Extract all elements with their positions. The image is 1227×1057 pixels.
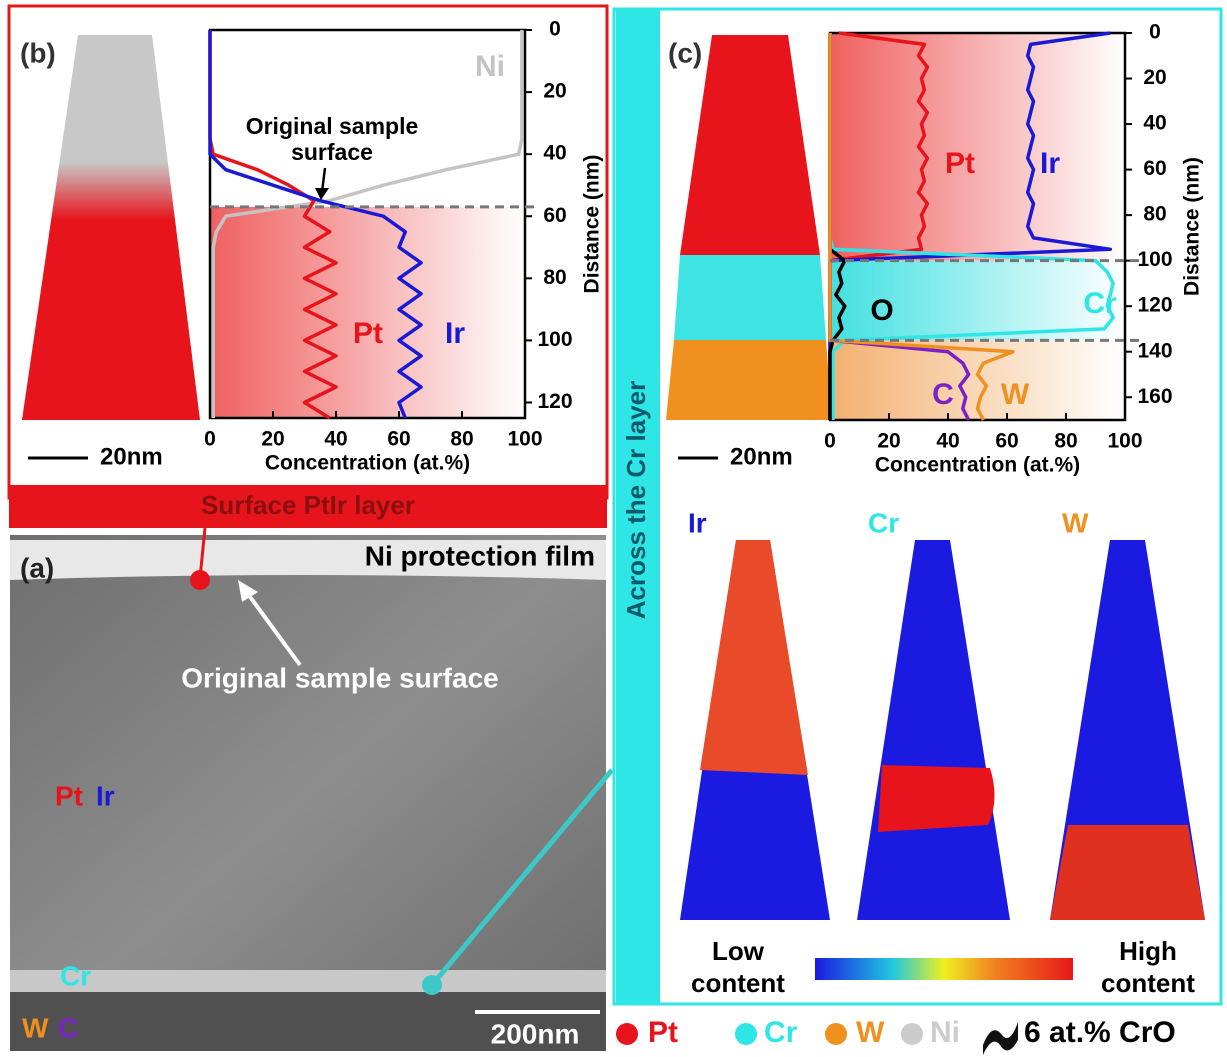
- x-tick-label: 80: [1054, 430, 1077, 453]
- x-tick-label: 0: [204, 428, 216, 451]
- y-axis-title: Distance (nm): [581, 155, 604, 294]
- series-label: Cr: [1083, 287, 1117, 320]
- colorbar-high: High: [1119, 936, 1177, 966]
- series-label: O: [870, 294, 893, 327]
- w-label: W: [22, 1012, 49, 1043]
- x-tick-label: 40: [936, 430, 959, 453]
- x-tick-label: 40: [324, 428, 347, 451]
- tip-c-wc: [666, 340, 832, 420]
- pt-label: Pt: [55, 780, 83, 811]
- cr-band: [10, 970, 606, 992]
- series-label: Pt: [945, 147, 975, 180]
- y-tick-label: 60: [543, 204, 566, 227]
- surface-label: Original sample surface: [181, 662, 498, 693]
- series-label: Ni: [475, 50, 505, 83]
- figure: Surface PtIr layer (b) 20nm (a) Ni prote…: [0, 0, 1227, 1057]
- annotation: surface: [291, 139, 373, 165]
- pointer-dot: [190, 570, 210, 590]
- legend-label: Pt: [648, 1016, 678, 1049]
- scale-label: 200nm: [491, 1018, 580, 1049]
- panel-label: (a): [20, 552, 54, 583]
- x-tick-label: 20: [877, 430, 900, 453]
- legend-label: Ni: [930, 1016, 960, 1049]
- panel-label: (b): [20, 37, 56, 68]
- map-label: Cr: [868, 507, 899, 538]
- y-tick-label: 80: [1143, 203, 1166, 226]
- legend-marker: [616, 1023, 638, 1045]
- y-tick-label: 100: [537, 328, 572, 351]
- colorbar-low: content: [691, 968, 785, 998]
- map-ir-high: [700, 540, 808, 775]
- y-tick-label: 0: [549, 18, 561, 41]
- x-tick-label: 100: [507, 428, 542, 451]
- series-label: Ir: [445, 317, 465, 350]
- y-tick-label: 100: [1137, 248, 1172, 271]
- colorbar-low: Low: [712, 936, 765, 966]
- x-tick-label: 60: [995, 430, 1018, 453]
- x-tick-label: 100: [1107, 430, 1142, 453]
- ir-label: Ir: [96, 780, 115, 811]
- map-cr-high: [878, 765, 995, 832]
- y-tick-label: 120: [537, 390, 572, 413]
- legend-iso: 6 at.% CrO: [1024, 1016, 1176, 1049]
- map-w-high: [1050, 825, 1205, 920]
- x-axis-title: Concentration (at.%): [875, 454, 1080, 477]
- y-tick-label: 20: [543, 80, 566, 103]
- y-tick-label: 80: [543, 266, 566, 289]
- x-tick-label: 20: [261, 428, 284, 451]
- series-label: Pt: [353, 317, 383, 350]
- layer-shading: [830, 33, 1125, 261]
- map-label: Ir: [688, 507, 707, 538]
- map-label: W: [1062, 507, 1089, 538]
- annotation: Original sample: [246, 113, 419, 139]
- x-tick-label: 80: [450, 428, 473, 451]
- series-label: Ir: [1040, 147, 1060, 180]
- banner-c-text: Across the Cr layer: [621, 381, 651, 619]
- tip-c-cr: [674, 255, 826, 340]
- colorbar-high: content: [1101, 968, 1195, 998]
- y-tick-label: 40: [1143, 112, 1166, 135]
- film-label: Ni protection film: [365, 540, 595, 571]
- y-tick-label: 40: [543, 142, 566, 165]
- scale-label: 20nm: [730, 443, 793, 470]
- y-tick-label: 0: [1149, 21, 1161, 44]
- legend-label: W: [856, 1016, 885, 1049]
- series-label: W: [1001, 378, 1030, 411]
- x-tick-label: 60: [387, 428, 410, 451]
- y-tick-label: 140: [1137, 339, 1172, 362]
- legend-marker: [825, 1023, 847, 1045]
- banner-b-text: Surface PtIr layer: [201, 490, 415, 520]
- y-axis-title: Distance (nm): [1181, 157, 1204, 296]
- panel-label: (c): [668, 37, 702, 68]
- legend-marker: [735, 1023, 757, 1045]
- y-tick-label: 20: [1143, 66, 1166, 89]
- layer-shading: [210, 207, 525, 418]
- pointer-dot: [422, 975, 442, 995]
- y-tick-label: 120: [1137, 294, 1172, 317]
- c-label: C: [58, 1012, 78, 1043]
- map-cr: [857, 540, 1010, 920]
- colorbar: [815, 958, 1073, 980]
- x-tick-label: 0: [824, 430, 836, 453]
- scale-label: 20nm: [100, 443, 163, 470]
- y-tick-label: 160: [1137, 385, 1172, 408]
- iso-icon: [983, 1022, 1018, 1055]
- y-tick-label: 60: [1143, 157, 1166, 180]
- x-axis-title: Concentration (at.%): [265, 452, 470, 475]
- legend-label: Cr: [764, 1016, 798, 1049]
- cr-label: Cr: [60, 960, 91, 991]
- series-label: C: [932, 378, 954, 411]
- legend-marker: [901, 1023, 923, 1045]
